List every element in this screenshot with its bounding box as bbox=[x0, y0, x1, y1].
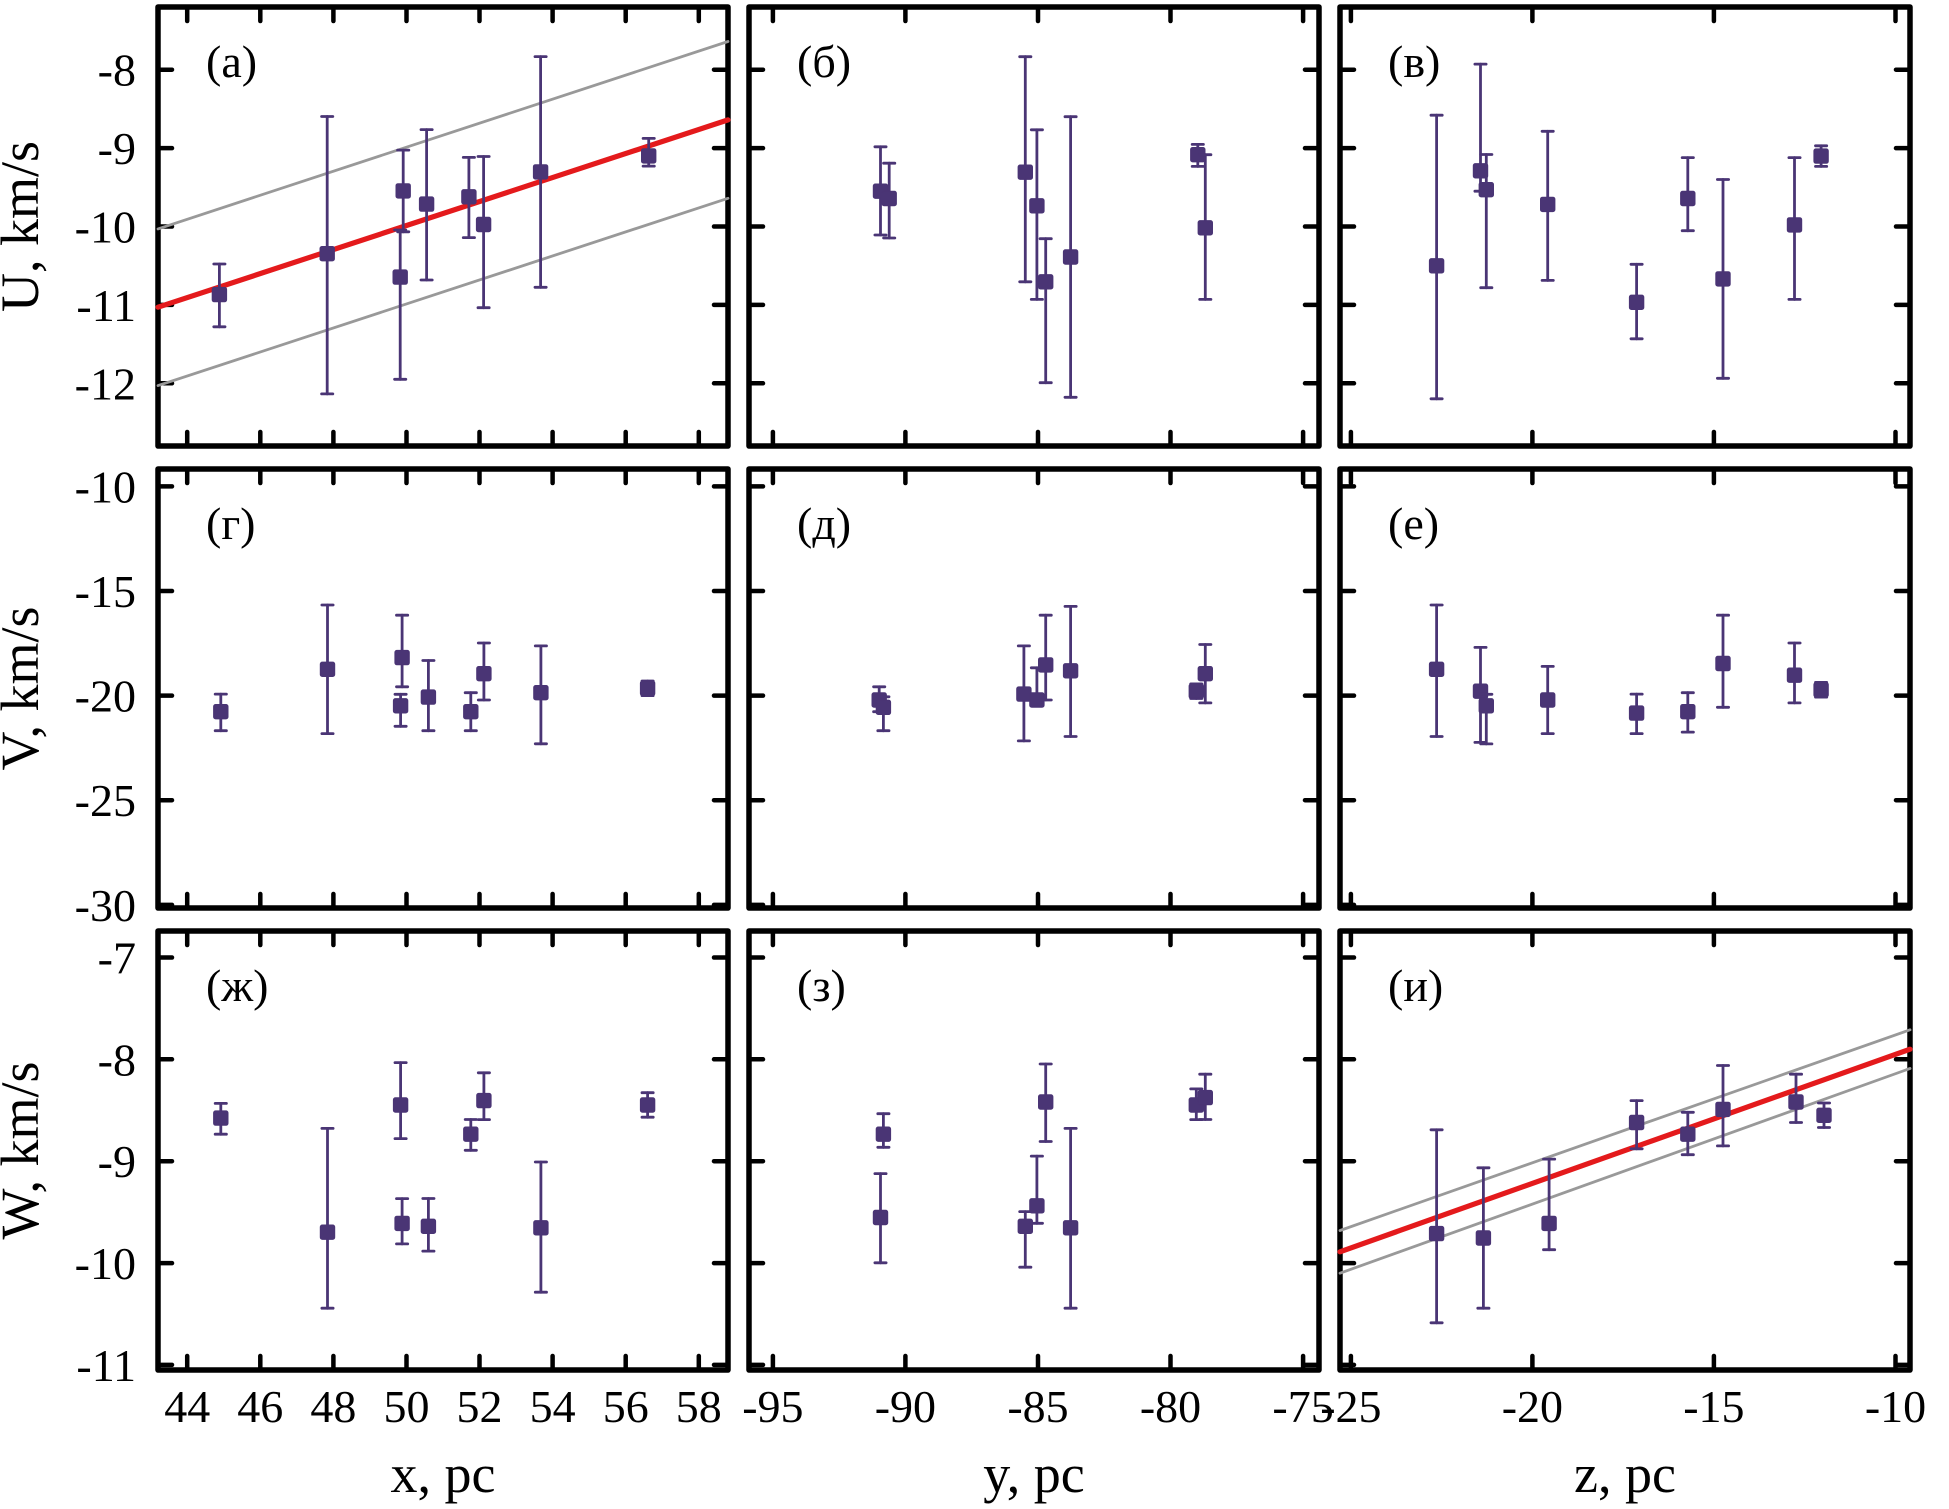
svg-text:-8: -8 bbox=[98, 45, 136, 96]
svg-text:44: 44 bbox=[164, 1381, 210, 1432]
svg-text:z, pc: z, pc bbox=[1574, 1444, 1676, 1504]
svg-text:(ж): (ж) bbox=[206, 960, 268, 1011]
svg-text:52: 52 bbox=[457, 1381, 503, 1432]
svg-text:(б): (б) bbox=[797, 36, 851, 87]
svg-text:(з): (з) bbox=[797, 960, 846, 1011]
svg-text:-10: -10 bbox=[75, 461, 136, 512]
svg-text:-90: -90 bbox=[875, 1381, 936, 1432]
svg-text:-20: -20 bbox=[1502, 1381, 1563, 1432]
svg-text:(д): (д) bbox=[797, 498, 851, 549]
svg-text:-11: -11 bbox=[76, 280, 136, 331]
svg-text:(в): (в) bbox=[1388, 36, 1440, 87]
svg-text:-10: -10 bbox=[75, 1238, 136, 1289]
svg-text:-25: -25 bbox=[75, 775, 136, 826]
svg-text:-20: -20 bbox=[75, 671, 136, 722]
svg-text:-95: -95 bbox=[742, 1381, 803, 1432]
svg-text:54: 54 bbox=[530, 1381, 576, 1432]
svg-text:-80: -80 bbox=[1140, 1381, 1201, 1432]
svg-text:x, pc: x, pc bbox=[391, 1444, 496, 1504]
svg-text:(е): (е) bbox=[1388, 498, 1439, 549]
svg-text:46: 46 bbox=[237, 1381, 283, 1432]
svg-text:-8: -8 bbox=[98, 1034, 136, 1085]
svg-text:-11: -11 bbox=[76, 1340, 136, 1391]
svg-text:V, km/s: V, km/s bbox=[0, 606, 50, 770]
svg-text:-12: -12 bbox=[75, 358, 136, 409]
svg-text:-15: -15 bbox=[75, 566, 136, 617]
svg-text:y, pc: y, pc bbox=[983, 1444, 1084, 1504]
svg-text:(и): (и) bbox=[1388, 960, 1443, 1011]
svg-text:58: 58 bbox=[676, 1381, 722, 1432]
svg-text:48: 48 bbox=[310, 1381, 356, 1432]
svg-text:(a): (a) bbox=[206, 36, 257, 87]
svg-text:56: 56 bbox=[603, 1381, 649, 1432]
svg-text:-7: -7 bbox=[98, 933, 136, 984]
svg-text:-15: -15 bbox=[1683, 1381, 1744, 1432]
svg-text:-10: -10 bbox=[1865, 1381, 1926, 1432]
svg-text:(г): (г) bbox=[206, 498, 256, 549]
svg-text:50: 50 bbox=[384, 1381, 430, 1432]
svg-text:U, km/s: U, km/s bbox=[0, 141, 50, 312]
svg-text:-9: -9 bbox=[98, 123, 136, 174]
svg-text:-25: -25 bbox=[1320, 1381, 1381, 1432]
svg-text:W, km/s: W, km/s bbox=[0, 1061, 50, 1239]
svg-text:-9: -9 bbox=[98, 1136, 136, 1187]
svg-text:-30: -30 bbox=[75, 880, 136, 931]
svg-text:-10: -10 bbox=[75, 202, 136, 253]
svg-text:-85: -85 bbox=[1007, 1381, 1068, 1432]
